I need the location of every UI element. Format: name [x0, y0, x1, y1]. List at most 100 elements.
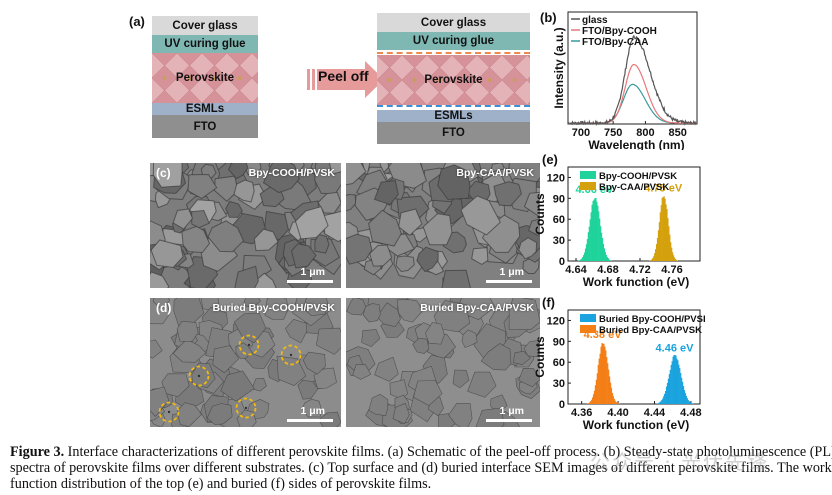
legend-label: FTO/Bpy-COOH: [582, 26, 657, 37]
layer-label: Perovskite: [175, 72, 235, 84]
grain: [236, 409, 257, 427]
histogram-bin: [666, 383, 669, 404]
histogram-bin: [659, 212, 661, 261]
y-axis-label: Counts: [533, 193, 547, 235]
octahedron: [451, 92, 478, 105]
grain: [373, 180, 399, 206]
octahedron: [526, 101, 530, 105]
layer-uv-glue: UV curing glue: [377, 32, 530, 50]
histogram-bin: [596, 373, 598, 404]
panel-a-label: (a): [129, 14, 145, 29]
histogram-bin: [617, 403, 619, 404]
octahedron: [401, 92, 428, 105]
histogram-bin: [650, 260, 652, 261]
histogram-bin: [676, 260, 678, 261]
panel-e-label: (e): [542, 152, 558, 167]
histogram-bin: [598, 358, 600, 404]
grain: [207, 220, 245, 253]
x-tick-label: 4.48: [680, 407, 701, 419]
grain: [395, 255, 415, 273]
histogram-bin: [670, 364, 672, 404]
legend-swatch: [580, 325, 596, 333]
grain: [523, 339, 540, 358]
histogram-bin: [655, 244, 658, 261]
octahedron: [476, 92, 503, 105]
layer-uv-glue: UV curing glue: [152, 35, 258, 53]
stack-before: Cover glass UV curing glue Perovskite ES…: [152, 16, 258, 138]
grain: [150, 239, 184, 269]
layer-label: FTO: [442, 127, 465, 139]
histogram-bin: [669, 234, 671, 261]
grain: [234, 265, 259, 288]
layer-label: Cover glass: [172, 19, 238, 32]
histogram-bin: [671, 247, 673, 261]
grain: [493, 181, 522, 207]
x-tick-label: 800: [636, 127, 654, 139]
histogram-bin: [672, 252, 674, 261]
histogram-bpy-caa-pvsk: [649, 196, 678, 261]
x-tick-label: 750: [604, 127, 622, 139]
layer-fto: FTO: [377, 122, 530, 144]
grain: [152, 163, 183, 188]
y-tick-label: 0: [559, 256, 565, 268]
grain: [242, 298, 261, 308]
defect-pinhole: [289, 353, 293, 357]
a-site-cation: [187, 76, 192, 80]
a-site-cation: [212, 76, 217, 80]
grain: [512, 350, 531, 366]
grain: [233, 179, 255, 203]
histogram-bin: [652, 258, 654, 261]
grain: [212, 345, 240, 374]
grain: [220, 370, 255, 402]
figure-caption-line-2: spectra of perovskite films over differe…: [10, 460, 832, 476]
octahedron: [377, 55, 403, 68]
grain: [425, 322, 445, 345]
histogram-bin: [675, 259, 678, 261]
histogram-bin: [659, 402, 661, 404]
histogram-bin: [587, 403, 589, 404]
grain: [346, 193, 357, 212]
y-tick-label: 60: [553, 214, 565, 226]
histogram-bin: [609, 382, 612, 404]
legend-swatch: [580, 182, 596, 190]
grain: [352, 364, 372, 380]
histogram-bin: [675, 355, 677, 404]
histogram-bin: [692, 403, 694, 404]
histogram-bin: [594, 385, 597, 404]
defect-pinhole: [247, 343, 251, 347]
grain: [523, 191, 540, 218]
histogram-bin: [597, 205, 599, 261]
histogram-bin: [599, 353, 601, 404]
grain: [396, 298, 424, 323]
grain: [290, 243, 317, 269]
histogram-bin: [671, 361, 673, 404]
layer-label: ESMLs: [185, 103, 225, 115]
x-tick-label: 4.68: [597, 264, 618, 276]
histogram-bin: [664, 198, 666, 261]
grain: [374, 356, 399, 382]
plot-frame: [567, 309, 701, 405]
grain: [416, 246, 439, 273]
grain: [398, 208, 423, 237]
octahedron: [476, 55, 503, 68]
x-tick-label: 4.76: [661, 264, 682, 276]
x-tick-label: 4.64: [565, 264, 587, 276]
histogram-bin: [591, 204, 593, 261]
series-line-fto-bpy-caa: [568, 83, 697, 124]
histogram-bin: [616, 402, 618, 404]
grain: [433, 300, 471, 333]
histogram-bin: [585, 244, 588, 261]
histogram-bpy-cooh-pvsk: [578, 197, 612, 261]
histogram-bin: [600, 346, 602, 404]
octahedron: [201, 53, 228, 66]
histogram-bin: [612, 396, 614, 404]
histogram-bin: [606, 357, 608, 404]
x-axis-label: Work function (eV): [583, 275, 689, 289]
legend-label: Bpy-CAA/PVSK: [599, 182, 669, 193]
sem-title: Bpy-COOH/PVSK: [248, 167, 335, 179]
defect-pinhole: [167, 410, 171, 414]
grain: [441, 269, 471, 288]
histogram-bin: [613, 398, 615, 404]
y-axis-label: Counts: [533, 336, 547, 378]
